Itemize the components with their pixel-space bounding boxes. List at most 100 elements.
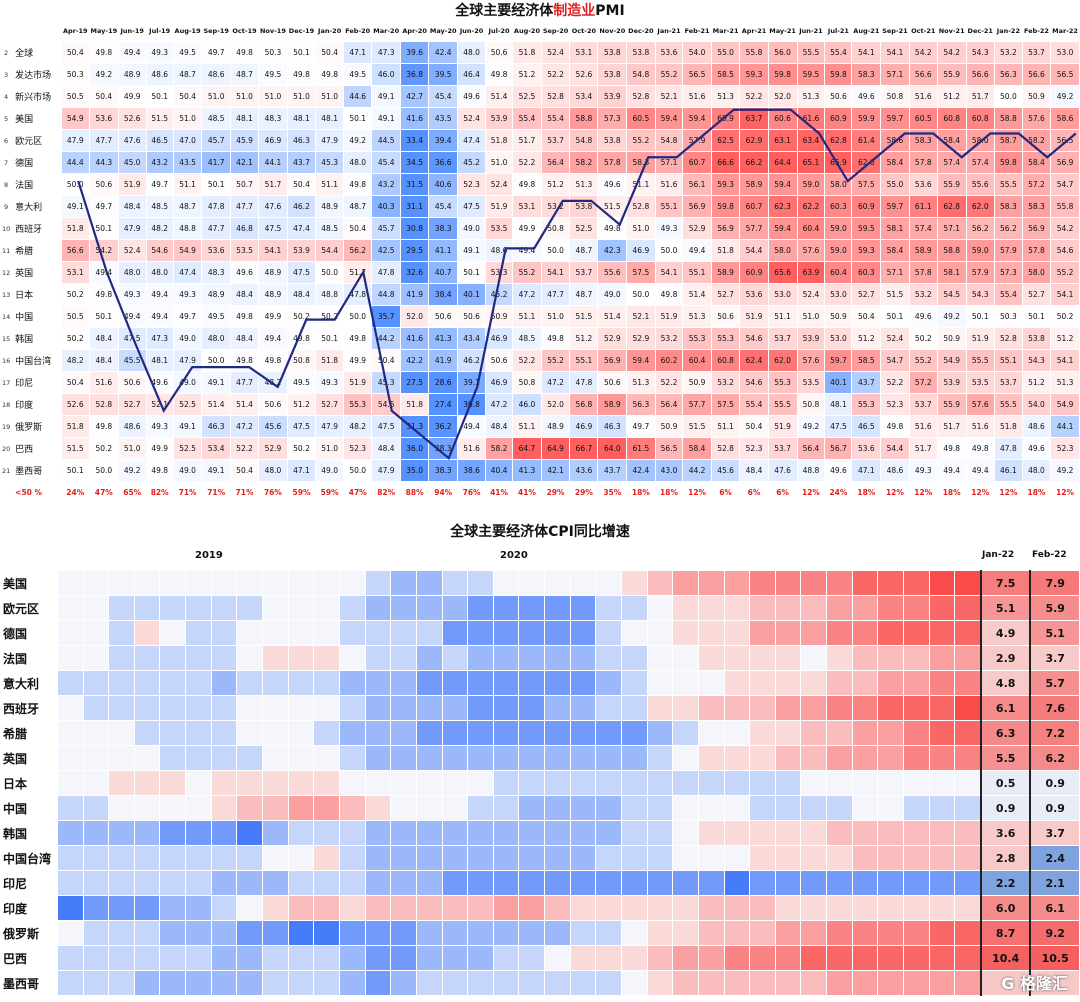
- cpi-cell: [236, 945, 264, 971]
- pmi-cell: 49.2: [89, 63, 119, 86]
- pmi-month-header: Jan-21: [655, 20, 684, 42]
- cpi-cell: [800, 770, 828, 796]
- cpi-cell: [774, 870, 802, 896]
- pmi-cell: 48.6: [201, 63, 231, 86]
- cpi-cell: [518, 595, 546, 621]
- cpi-cell: [544, 570, 571, 596]
- cpi-cell: [185, 770, 212, 796]
- pmi-month-header: Mar-22: [1050, 20, 1080, 42]
- cpi-cell: [236, 820, 264, 846]
- pmi-cell: 44.1: [1050, 415, 1080, 438]
- pmi-cell: 49.4: [118, 305, 147, 328]
- cpi-cell: [800, 595, 828, 621]
- pmi-row-index: 3: [0, 63, 14, 86]
- cpi-cell: [159, 945, 187, 971]
- pmi-cell: 40.7: [428, 261, 459, 284]
- pmi-cell: 49.8: [146, 459, 174, 482]
- cpi-cell: [415, 770, 443, 796]
- cpi-cell: [620, 795, 648, 821]
- pmi-cell: 44.8: [371, 283, 402, 306]
- pmi-cell: 51.9: [655, 305, 684, 328]
- pmi-cell: 62.0: [966, 195, 995, 218]
- cpi-row-label: 欧元区: [0, 595, 58, 621]
- cpi-cell: [236, 845, 264, 871]
- pmi-cell: 49.8: [937, 437, 967, 460]
- pmi-cell: 53.1: [61, 261, 90, 284]
- pmi-cell: 49.0: [315, 459, 345, 482]
- cpi-cell: [851, 795, 879, 821]
- cpi-cell: [159, 620, 187, 646]
- pmi-cell: 57.8: [909, 261, 938, 284]
- pmi-cell: 49.1: [201, 459, 231, 482]
- pmi-cell: 58.1: [937, 261, 967, 284]
- cpi-cell: [672, 945, 699, 971]
- cpi-cell: [390, 695, 417, 721]
- cpi-cell: [954, 595, 982, 621]
- pmi-cell: 59.4: [768, 173, 798, 196]
- cpi-cell: [364, 570, 392, 596]
- pmi-cell: 54.8: [569, 129, 599, 152]
- cpi-cell: [364, 945, 392, 971]
- pmi-cell: 47.4: [457, 129, 487, 152]
- pmi-cell: 60.7: [739, 195, 769, 218]
- cpi-cell: [826, 970, 853, 996]
- cpi-cell: [544, 920, 571, 946]
- pmi-cell: 48.0: [146, 261, 174, 284]
- pmi-cell: 49.4: [258, 327, 288, 350]
- cpi-cell: [800, 920, 828, 946]
- cpi-cell: [287, 595, 315, 621]
- pmi-cell: 43.5: [428, 107, 459, 130]
- pmi-cell: 50.6: [428, 305, 459, 328]
- cpi-cell: [108, 645, 135, 671]
- pmi-footer-label: <50 %: [12, 481, 62, 504]
- cpi-cell: [492, 820, 520, 846]
- pmi-cell: 50.9: [1022, 85, 1052, 108]
- pmi-cell: 27.4: [428, 393, 459, 416]
- pmi-cell: 51.5: [597, 195, 628, 218]
- pmi-cell: 35.7: [371, 305, 402, 328]
- pmi-cell: 48.1: [146, 349, 174, 372]
- cpi-cell: [595, 620, 622, 646]
- pmi-cell: 43.2: [146, 151, 174, 174]
- pmi-month-header: Jul-20: [485, 20, 514, 42]
- cpi-cell: [620, 820, 648, 846]
- cpi-value-feb22: [1029, 970, 1080, 996]
- pmi-cell: 50.5: [61, 85, 90, 108]
- pmi-row: 2 全球 50.4 49.8 49.4 49.3 49.5 49.7 49.8 50.3 50.1 5…: [0, 41, 1080, 64]
- cpi-cell: [492, 670, 520, 696]
- cpi-cell: [390, 895, 417, 921]
- pmi-cell: 52.9: [682, 217, 712, 240]
- cpi-cell: [82, 670, 110, 696]
- pmi-cell: 55.9: [937, 173, 967, 196]
- pmi-cell: 48.9: [201, 283, 231, 306]
- pmi-month-header: Sep-21: [880, 20, 910, 42]
- pmi-cell: 50.1: [1022, 305, 1052, 328]
- cpi-cell: [236, 895, 264, 921]
- pmi-cell: 49.8: [287, 63, 317, 86]
- cpi-cell: [544, 770, 571, 796]
- cpi-cell: [390, 670, 417, 696]
- pmi-cell: 58.4: [682, 437, 712, 460]
- pmi-cell: 52.7: [851, 283, 882, 306]
- pmi-cell: 49.9: [512, 217, 542, 240]
- cpi-cell: [646, 920, 674, 946]
- pmi-cell: 58.5: [851, 349, 882, 372]
- pmi-footer-cell: 94%: [428, 481, 459, 504]
- pmi-cell: 51.9: [343, 371, 373, 394]
- pmi-cell: 55.6: [597, 261, 628, 284]
- pmi-cell: 51.2: [1022, 371, 1052, 394]
- pmi-month-header: Jun-20: [457, 20, 487, 42]
- cpi-cell: [415, 695, 443, 721]
- cpi-cell: [569, 645, 597, 671]
- pmi-cell: 54.2: [1050, 217, 1080, 240]
- cpi-value-jan22: 6.1: [979, 695, 1031, 721]
- cpi-cell: [877, 570, 905, 596]
- cpi-cell: [826, 595, 853, 621]
- cpi-cell: [82, 595, 110, 621]
- pmi-cell: 52.6: [569, 63, 599, 86]
- pmi-cell: 47.7: [541, 283, 571, 306]
- pmi-cell: 50.4: [315, 41, 345, 64]
- pmi-month-header: Jan-22: [994, 20, 1023, 42]
- cpi-cell: [492, 645, 520, 671]
- cpi-cell: [338, 670, 366, 696]
